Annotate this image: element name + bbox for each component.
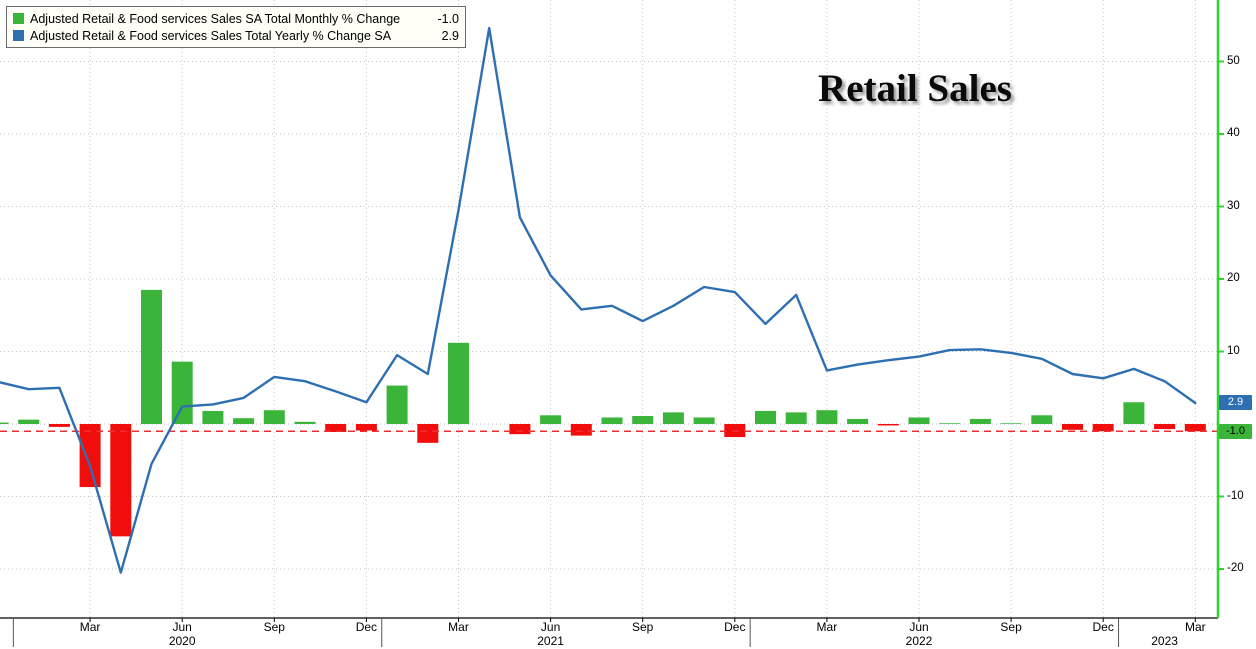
monthly-change-bar <box>448 342 469 424</box>
yearly-series-label: Adjusted Retail & Food services Sales To… <box>30 28 392 43</box>
x-axis-month-label: Mar <box>79 620 101 634</box>
monthly-change-bar <box>785 412 807 424</box>
chart-title: Retail Sales <box>818 67 1012 110</box>
x-axis-year-label: 2023 <box>1151 634 1178 648</box>
monthly-change-bar <box>1092 424 1114 432</box>
monthly-change-bar <box>325 424 347 432</box>
legend-item-yearly: Adjusted Retail & Food services Sales To… <box>13 27 459 44</box>
monthly-change-bar <box>908 417 930 424</box>
current-value-badge: -1.0 <box>1219 423 1252 439</box>
yearly-series-swatch <box>13 30 24 41</box>
monthly-change-bar <box>171 361 193 424</box>
monthly-change-bar <box>110 424 132 537</box>
x-axis-year-label: 2021 <box>537 634 564 648</box>
monthly-change-bar <box>755 410 776 424</box>
monthly-change-bar <box>386 385 408 424</box>
x-axis-month-label: Mar <box>1184 620 1206 634</box>
x-axis-year-label: 2022 <box>905 634 933 648</box>
monthly-change-bar <box>48 424 70 427</box>
monthly-change-bar <box>877 424 899 426</box>
x-axis-year-label: 2020 <box>168 634 196 648</box>
monthly-change-bar <box>263 410 285 424</box>
monthly-change-bar <box>18 419 40 424</box>
monthly-change-bar <box>355 424 377 431</box>
monthly-change-bar <box>570 424 592 436</box>
monthly-change-bar <box>79 424 101 488</box>
monthly-change-bar <box>540 415 562 424</box>
monthly-change-bar <box>662 412 684 424</box>
monthly-change-bar <box>632 416 654 424</box>
monthly-change-bar <box>1184 424 1206 432</box>
monthly-change-bar <box>1031 415 1053 424</box>
x-axis-month-label: Dec <box>355 620 378 634</box>
y-axis-tick-label: -20 <box>1227 562 1244 574</box>
y-axis-tick-label: -10 <box>1227 489 1244 502</box>
monthly-change-bar <box>294 421 316 424</box>
monthly-change-bar <box>969 418 991 424</box>
monthly-change-bar <box>601 417 623 424</box>
y-axis-tick-label: 40 <box>1227 127 1240 139</box>
monthly-series-swatch <box>13 13 24 24</box>
monthly-change-bar <box>0 422 9 424</box>
yearly-change-line <box>0 26 1197 574</box>
legend-item-monthly: Adjusted Retail & Food services Sales SA… <box>13 10 459 27</box>
monthly-series-label: Adjusted Retail & Food services Sales SA… <box>30 11 401 26</box>
x-axis-month-label: Sep <box>632 620 654 634</box>
monthly-change-bar <box>141 289 162 424</box>
monthly-change-bar <box>939 423 961 424</box>
y-axis-tick-label: 10 <box>1227 344 1240 357</box>
x-axis-month-label: Dec <box>724 620 746 634</box>
x-axis-month-label: Sep <box>1000 620 1022 634</box>
x-axis-month-label: Jun <box>172 620 192 634</box>
x-axis-month-label: Dec <box>1092 620 1114 634</box>
legend: Adjusted Retail & Food services Sales SA… <box>6 6 466 48</box>
x-axis-month-label: Jun <box>909 620 929 634</box>
monthly-change-bar <box>693 417 715 424</box>
monthly-change-bar <box>202 410 224 424</box>
monthly-change-bar <box>847 418 869 424</box>
y-axis-tick-label: 50 <box>1227 54 1240 67</box>
monthly-change-bar <box>233 418 255 424</box>
monthly-series-value: -1.0 <box>437 11 459 26</box>
monthly-change-bar <box>1123 402 1145 424</box>
current-value-badge: 2.9 <box>1219 395 1252 411</box>
x-axis-month-label: Jun <box>540 620 561 634</box>
y-axis-tick-label: 30 <box>1227 199 1240 212</box>
monthly-change-bar <box>1154 424 1176 430</box>
yearly-series-value: 2.9 <box>441 28 459 43</box>
x-axis-month-label: Mar <box>448 620 469 634</box>
x-axis-month-label: Sep <box>263 620 285 634</box>
monthly-change-bar <box>417 424 439 443</box>
monthly-change-bar <box>816 410 838 424</box>
monthly-change-bar <box>1062 424 1083 430</box>
monthly-change-bar <box>509 424 531 435</box>
x-axis-month-label: Mar <box>816 620 838 634</box>
y-axis-tick-label: 20 <box>1227 272 1240 284</box>
monthly-change-bar <box>1000 423 1022 424</box>
